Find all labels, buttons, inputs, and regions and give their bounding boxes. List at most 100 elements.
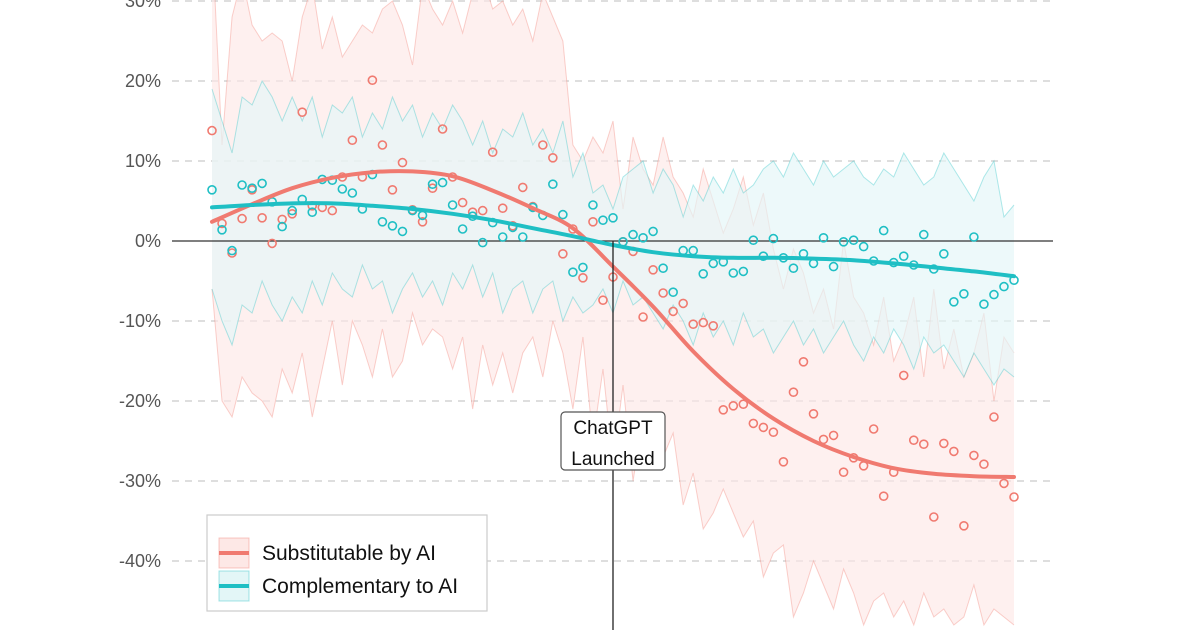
substitutable-point [698,317,709,328]
substitutable-point [588,217,598,227]
substitutable-point [989,412,999,422]
y-tick-label: -10% [119,311,161,331]
substitutable-point [427,183,438,193]
event-label-line2: Launched [571,449,654,470]
complementary-point [658,263,668,274]
substitutable-point [387,185,398,195]
event-marker: ChatGPT Launched [560,241,666,630]
complementary-point [568,267,578,278]
substitutable-point [668,306,678,317]
complementary-point [648,226,658,237]
y-tick-label: 10% [125,151,161,171]
complementary-point [548,179,558,189]
complementary-point [959,288,969,299]
complementary-point [788,263,799,274]
substitutable-point [327,205,338,216]
complementary-point [588,200,598,210]
y-tick-label: -30% [119,471,161,491]
substitutable-point [347,135,358,145]
substitutable-point [999,478,1009,489]
complementary-point [638,233,648,243]
substitutable-point [297,107,308,117]
substitutable-point [949,446,959,457]
complementary-point [207,185,217,195]
substitutable-point [898,370,909,381]
complementary-point [768,233,779,244]
substitutable-point [798,356,809,367]
complementary-point [698,268,709,279]
substitutable-point [878,491,889,502]
complementary-point [497,232,508,242]
substitutable-point [477,205,488,216]
complementary-point [608,213,618,223]
complementary-point [477,237,488,248]
complementary-point [838,237,849,247]
ribbon-upper-edge [211,79,1015,219]
y-tick-label: 30% [125,0,161,11]
complementary-point [858,241,869,252]
substitutable-point [558,249,568,259]
complementary-point [939,249,949,259]
complementary-point [668,287,678,298]
complementary-point [287,205,298,216]
complementary-point [247,183,257,193]
complementary-point [969,232,979,242]
substitutable-point [979,459,989,470]
substitutable-point [678,298,688,309]
substitutable-point [598,295,608,306]
complementary-point [337,184,348,194]
substitutable-point [1009,492,1019,502]
substitutable-point [417,217,428,227]
substitutable-point [548,153,558,163]
substitutable-point [918,439,929,450]
substitutable-point [487,147,498,157]
y-tick-label: -40% [119,551,161,571]
substitutable-point [638,312,648,322]
complementary-point [918,229,929,240]
event-label-box [560,411,666,471]
y-axis-ticks: 30% 20% 10% 0% -10% -20% -30% -40% [119,0,161,571]
substitutable-point [437,124,448,134]
complementary-point [397,226,408,237]
substitutable-point [778,456,789,467]
substitutable-point [908,435,919,446]
complementary-point [427,179,438,189]
ribbon-complementary [212,81,1014,385]
complementary-point [989,289,999,300]
substitutable-point [517,182,528,193]
complementary-point [227,245,237,256]
y-tick-label: 20% [125,71,161,91]
complementary-point [347,188,358,198]
substitutable-point [538,140,548,150]
complementary-point [217,225,227,235]
substitutable-point [748,418,759,429]
complementary-point [818,233,829,243]
substitutable-point [578,272,588,283]
complementary-point [949,296,959,307]
complementary-point [277,221,287,232]
complementary-point [848,235,859,245]
complementary-point [748,235,759,245]
complementary-point [578,262,588,273]
legend-label-substitutable: Substitutable by AI [262,542,436,565]
substitutable-point [718,404,729,415]
substitutable-point [237,213,247,224]
complementary-point [878,225,889,236]
substitutable-point [367,75,378,85]
substitutable-point [648,264,658,275]
substitutable-point [868,424,879,434]
substitutable-point [497,203,508,213]
substitutable-point [788,387,799,398]
substitutable-point [959,520,969,531]
substitutable-point [939,438,949,449]
complementary-point [598,215,608,225]
substitutable-point [257,213,267,223]
complementary-point [447,200,458,210]
substitutable-point [397,157,408,168]
substitutable-point [768,427,779,438]
complementary-point [828,261,839,272]
legend-box [206,514,488,612]
substitutable-point [658,288,668,298]
complementary-point [457,224,468,234]
